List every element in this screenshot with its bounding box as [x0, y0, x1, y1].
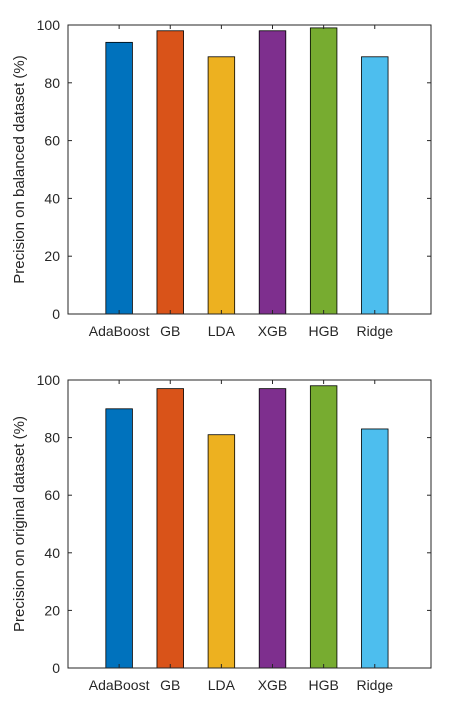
y-tick-label: 80 [44, 430, 60, 446]
x-tick-label-hgb: HGB [308, 677, 338, 693]
y-tick-label: 40 [44, 545, 60, 561]
bar-xgb [258, 388, 287, 669]
x-tick-label-gb: GB [160, 323, 180, 339]
y-tick-label: 100 [37, 17, 61, 33]
x-tick-label-xgb: XGB [258, 677, 288, 693]
bar-hgb [309, 27, 338, 315]
y-tick-label: 60 [44, 487, 60, 503]
bar-xgb [258, 30, 287, 315]
bar-ridge [361, 56, 389, 315]
bar-gb [156, 388, 184, 669]
x-tick-label-gb: GB [160, 677, 180, 693]
x-tick-label-adaboost: AdaBoost [89, 677, 150, 693]
y-tick-label: 0 [52, 660, 60, 676]
y-tick-label: 40 [44, 190, 60, 206]
y-tick-label: 20 [44, 602, 60, 618]
bar-lda [207, 56, 236, 315]
x-tick-label-lda: LDA [208, 677, 236, 693]
bar-adaboost [105, 408, 133, 669]
y-axis-label: Precision on balanced dataset (%) [11, 55, 28, 283]
x-tick-label-ridge: Ridge [356, 323, 393, 339]
bar-adaboost [105, 41, 133, 315]
chart-original: 0 20 40 60 80 100 AdaBoost GB LDA XGB HGB Ridge Prec… [11, 372, 432, 693]
bar-hgb [309, 385, 338, 669]
bar-lda [207, 434, 236, 669]
y-tick-label: 60 [44, 133, 60, 149]
x-tick-label-xgb: XGB [258, 323, 288, 339]
y-tick-label: 0 [52, 306, 60, 322]
chart-balanced: 0 20 40 60 80 100 AdaBoost GB LDA XGB HGB Ridge Prec… [11, 17, 432, 339]
x-tick-label-adaboost: AdaBoost [89, 323, 150, 339]
y-tick-label: 80 [44, 75, 60, 91]
bar-gb [156, 30, 184, 315]
x-tick-label-lda: LDA [208, 323, 236, 339]
axes-box [67, 24, 432, 315]
x-tick-label-hgb: HGB [308, 323, 338, 339]
y-tick-label: 20 [44, 248, 60, 264]
bar-ridge [361, 428, 389, 669]
axes-box [67, 379, 432, 669]
y-tick-label: 100 [37, 372, 61, 388]
x-tick-label-ridge: Ridge [356, 677, 393, 693]
y-axis-label: Precision on original dataset (%) [11, 416, 28, 632]
